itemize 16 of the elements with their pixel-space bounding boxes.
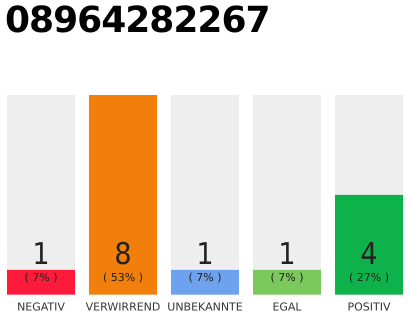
x-tick-label: POSITIV (347, 300, 391, 314)
x-tick-label: VERWIRREND (86, 300, 160, 314)
annotation: ( 7% ) (188, 270, 222, 284)
x-tick-label: EGAL (272, 300, 302, 314)
data-label: 4 (360, 236, 378, 272)
x-tick-label: UNBEKANNTE (167, 300, 243, 314)
x-tick-label: NEGATIV (17, 300, 66, 314)
chart-title: 08964282267 (5, 0, 270, 41)
annotation: ( 7% ) (24, 270, 58, 284)
data-label: 1 (196, 236, 214, 272)
data-label: 1 (32, 236, 50, 272)
data-label: 8 (114, 236, 132, 272)
annotation: ( 27% ) (348, 270, 390, 284)
annotation: ( 53% ) (102, 270, 144, 284)
data-label: 1 (278, 236, 296, 272)
annotation: ( 7% ) (270, 270, 304, 284)
